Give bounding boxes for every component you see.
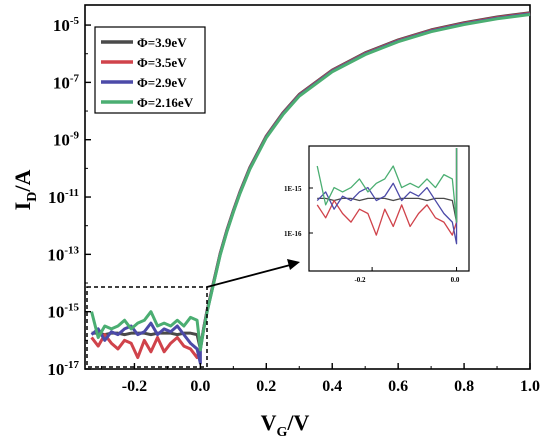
- inset-frame: [308, 145, 470, 272]
- zoom-arrow-head: [287, 259, 300, 270]
- inset-series-2: [316, 148, 458, 245]
- inset-plot: [309, 148, 458, 271]
- legend-label: Φ=3.5eV: [137, 55, 187, 70]
- x-tick-label: -0.2: [122, 378, 147, 395]
- x-tick-label: 1.0: [520, 378, 540, 395]
- x-axis-title: VG/V: [261, 410, 310, 440]
- y-tick-label: 10-11: [48, 187, 79, 207]
- data-series-group: [90, 11, 531, 365]
- y-tick-label: 10-7: [53, 72, 80, 92]
- legend: Φ=3.9eV Φ=3.5eV Φ=2.9eV Φ=2.16eV: [101, 35, 194, 110]
- inset-series-3: [316, 148, 458, 223]
- legend-label: Φ=2.9eV: [137, 75, 187, 90]
- inset-x-tick-1: -0.2: [354, 276, 366, 284]
- y-axis-title: ID/A: [10, 170, 40, 211]
- zoom-arrow-line: [206, 263, 295, 288]
- inset-y-tick-1: 1E-15: [284, 185, 302, 193]
- legend-label: Φ=3.9eV: [137, 35, 187, 50]
- series-line-3: [90, 13, 531, 352]
- x-tick-label: 0.4: [322, 378, 342, 395]
- x-tick-label: 0.6: [388, 378, 408, 395]
- plot-frame: [84, 4, 531, 370]
- inset-series-0: [317, 148, 458, 223]
- inset-y-tick-2: 1E-16: [284, 230, 302, 238]
- inset-series-1: [316, 148, 458, 236]
- y-tick-label: 10-15: [47, 302, 79, 322]
- y-tick-label: 10-13: [47, 244, 79, 264]
- y-tick-label: 10-9: [53, 130, 80, 150]
- y-tick-label: 10-17: [47, 359, 79, 379]
- legend-label: Φ=2.16eV: [137, 95, 194, 110]
- x-tick-label: 0.0: [190, 378, 210, 395]
- y-tick-label: 10-5: [53, 15, 80, 35]
- inset-x-tick-2: 0.0: [451, 276, 460, 284]
- axis-ticks: -0.2 0.0 0.2 0.4 0.6 0.8 1.0 10-5 10-7 10-9 10-11 1…: [47, 15, 540, 395]
- x-tick-label: 0.2: [256, 378, 276, 395]
- zoom-region-box: [86, 286, 208, 368]
- x-tick-label: 0.8: [454, 378, 474, 395]
